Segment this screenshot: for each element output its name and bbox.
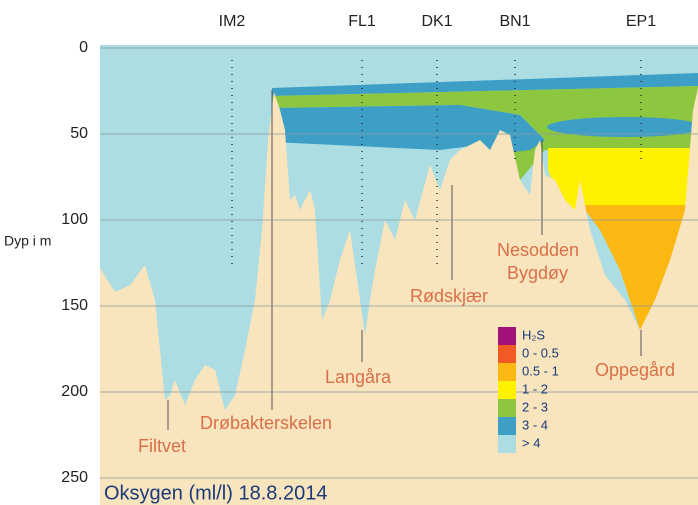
station-label: IM2	[219, 13, 246, 30]
legend-swatch	[498, 381, 516, 399]
legend-swatch	[498, 363, 516, 381]
place-label: Nesodden	[497, 240, 579, 260]
y-tick-label: 200	[61, 383, 88, 400]
pointers	[167, 90, 642, 430]
station-label: BN1	[499, 13, 530, 30]
layer-3-4-top	[272, 73, 698, 96]
station-label: DK1	[421, 13, 452, 30]
legend-swatch	[498, 399, 516, 417]
station-label: FL1	[348, 13, 376, 30]
legend-label: 0.5 - 1	[522, 363, 559, 378]
layer-3-4-pocket	[547, 117, 698, 137]
legend-label: 2 - 3	[522, 399, 548, 414]
place-label: Drøbakterskelen	[200, 413, 332, 433]
legend-swatch	[498, 435, 516, 453]
place-label: Filtvet	[138, 436, 186, 456]
y-tick-label: 0	[79, 39, 88, 56]
legend-label: 0 - 0.5	[522, 345, 559, 360]
station-lines	[231, 60, 642, 270]
layer-2-3	[272, 86, 698, 180]
place-label: Bygdøy	[507, 263, 568, 283]
legend-swatch	[498, 417, 516, 435]
legend-label: > 4	[522, 435, 540, 450]
legend-swatch	[498, 345, 516, 363]
seabed	[100, 88, 698, 505]
legend-swatch	[498, 327, 516, 345]
place-label: Langåra	[325, 367, 392, 387]
station-label: EP1	[626, 13, 656, 30]
y-tick-label: 250	[61, 469, 88, 486]
title: Oksygen (ml/l) 18.8.2014	[104, 482, 327, 504]
axis-label: Dyp i m	[4, 233, 51, 249]
legend: H₂S 0 - 0.5 0.5 - 1 1 - 2 2 - 3 3 - 4 > 4	[498, 327, 559, 453]
layer-1-2	[548, 148, 698, 210]
y-tick-label: 50	[70, 125, 88, 142]
legend-label: 1 - 2	[522, 381, 548, 396]
legend-label: H₂S	[522, 327, 545, 342]
y-tick-label: 100	[61, 211, 88, 228]
legend-label: 3 - 4	[522, 417, 548, 432]
y-tick-label: 150	[61, 297, 88, 314]
grid	[100, 47, 698, 479]
place-label: Oppegård	[595, 360, 675, 380]
place-label: Rødskjær	[410, 286, 488, 306]
